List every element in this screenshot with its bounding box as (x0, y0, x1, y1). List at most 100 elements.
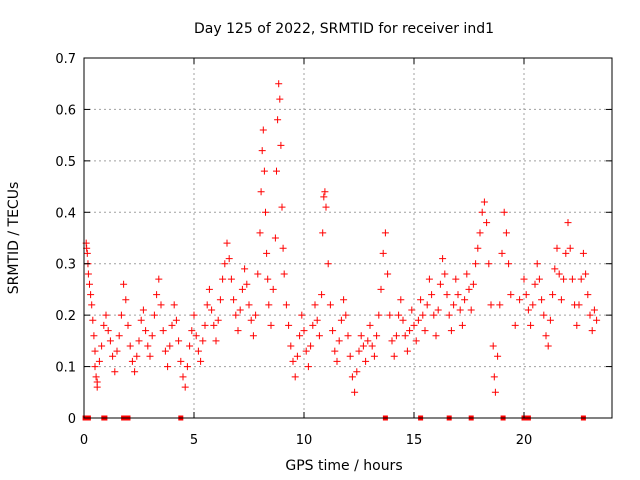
data-point (432, 332, 440, 340)
data-point (243, 280, 251, 288)
data-point (92, 373, 100, 381)
x-tick-label: 0 (80, 433, 88, 448)
data-point (538, 296, 546, 304)
data-point (562, 249, 570, 257)
data-point (285, 321, 293, 329)
data-point (465, 285, 473, 293)
data-point (166, 342, 174, 350)
data-point (445, 311, 453, 319)
data-point (282, 301, 290, 309)
data-point (557, 296, 565, 304)
data-point (542, 332, 550, 340)
data-point (124, 321, 132, 329)
data-point (410, 321, 418, 329)
data-point (421, 327, 429, 335)
data-point (487, 301, 495, 309)
data-point (507, 291, 515, 299)
data-point (496, 301, 504, 309)
data-point (403, 347, 411, 355)
data-point (271, 234, 279, 242)
data-point (280, 270, 288, 278)
data-point (401, 332, 409, 340)
data-point (155, 275, 163, 283)
data-point (588, 327, 596, 335)
data-point (412, 337, 420, 345)
data-point (188, 327, 196, 335)
data-point (520, 275, 528, 283)
data-point (463, 270, 471, 278)
data-point (238, 285, 246, 293)
data-point (277, 141, 285, 149)
data-point (122, 296, 130, 304)
data-point (390, 352, 398, 360)
data-point (259, 126, 267, 134)
data-point (175, 337, 183, 345)
data-point (553, 244, 561, 252)
data-point (307, 342, 315, 350)
data-point (293, 352, 301, 360)
data-point (324, 260, 332, 268)
data-point (485, 260, 493, 268)
data-point (91, 363, 99, 371)
data-point (428, 291, 436, 299)
data-point (104, 327, 112, 335)
y-tick-label: 0.2 (55, 309, 76, 324)
data-point (593, 316, 601, 324)
data-point (425, 275, 433, 283)
data-point (318, 291, 326, 299)
y-tick-label: 0.4 (55, 206, 76, 221)
data-point (500, 208, 508, 216)
data-point (377, 285, 385, 293)
data-point (128, 357, 136, 365)
data-point (533, 260, 541, 268)
data-point (269, 285, 277, 293)
data-point (296, 332, 304, 340)
data-point (109, 352, 117, 360)
data-point (480, 198, 488, 206)
data-point (247, 316, 255, 324)
data-point (483, 219, 491, 227)
data-point (337, 316, 345, 324)
data-point (135, 337, 143, 345)
data-point (531, 280, 539, 288)
data-point (564, 219, 572, 227)
data-point (194, 347, 202, 355)
data-point (353, 368, 361, 376)
data-point (447, 327, 455, 335)
data-point (461, 296, 469, 304)
data-point (331, 347, 339, 355)
data-point (386, 311, 394, 319)
y-axis-ticks: 0 0.1 0.2 0.3 0.4 0.5 0.6 0.7 (55, 52, 612, 427)
data-point (289, 357, 297, 365)
data-point (364, 337, 372, 345)
data-points (82, 80, 601, 396)
data-point (472, 260, 480, 268)
data-point (111, 368, 119, 376)
data-point (89, 316, 97, 324)
data-point (225, 255, 233, 263)
data-point (362, 357, 370, 365)
data-point (590, 306, 598, 314)
data-point (313, 316, 321, 324)
data-point (150, 311, 158, 319)
data-point (126, 342, 134, 350)
data-point (164, 363, 172, 371)
data-point (384, 270, 392, 278)
data-point (368, 342, 376, 350)
data-point (212, 337, 220, 345)
data-point (329, 327, 337, 335)
data-point (388, 337, 396, 345)
data-point (161, 347, 169, 355)
data-point (408, 306, 416, 314)
grid-lines (84, 58, 612, 418)
data-point (276, 95, 284, 103)
data-point (505, 260, 513, 268)
x-tick-label: 5 (190, 433, 198, 448)
data-point (560, 275, 568, 283)
x-axis-label: GPS time / hours (285, 458, 402, 474)
data-point (351, 388, 359, 396)
data-point (529, 301, 537, 309)
data-point (172, 316, 180, 324)
data-point (443, 291, 451, 299)
data-point (566, 244, 574, 252)
